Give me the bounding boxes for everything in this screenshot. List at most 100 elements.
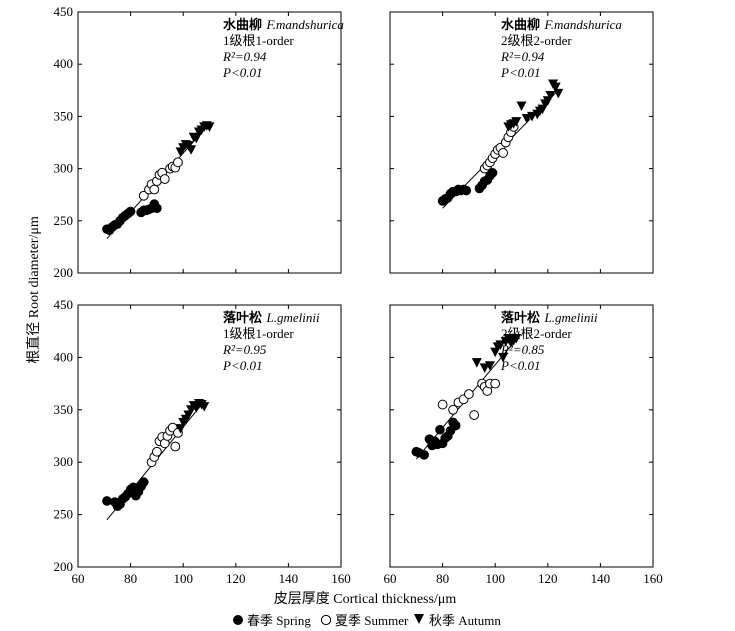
point-autumn [511,334,522,344]
plot-frame [77,11,342,274]
y-tick-label: 250 [54,213,74,228]
species-name-cn: 落叶松 [223,310,267,326]
y-tick-label: 350 [54,108,74,123]
panel-4: 60 80 100 120 140 160 落叶松 L.gmelinii2级根2-order… [384,304,663,586]
panel-r-squared: R²=0.85 [500,342,545,357]
panel-p-value: P<0.01 [500,65,540,80]
point-spring [125,206,136,217]
legend-label-summer: 夏季 Summer [335,613,409,628]
legend-marker-spring [233,615,243,625]
point-summer [159,174,170,184]
panel-species: 水曲柳 F.mandshurica [501,17,622,33]
x-axis-label: 皮层厚度 Cortical thickness/μm [274,591,457,607]
panel-3: 60 80 100 120 140 160 200 250 300 350 400 450 落叶松 L.… [54,297,351,586]
x-tick-label: 80 [124,571,137,586]
species-name-latin: F.mandshurica [266,17,345,32]
y-tick-label: 200 [54,265,74,280]
panel-root-order: 2级根2-order [501,326,572,341]
point-summer [469,410,480,420]
species-name-latin: L.gmelinii [544,310,598,325]
point-autumn [186,145,197,155]
x-tick-label: 60 [384,571,397,586]
species-name-latin: F.mandshurica [544,17,623,32]
y-tick-label: 300 [54,161,74,176]
panel-species: 落叶松 L.gmelinii [501,310,598,326]
point-autumn [199,402,210,412]
y-tick-label: 400 [54,56,74,71]
panel-root-order: 2级根2-order [501,33,572,48]
legend-marker-summer [320,614,332,626]
plot-frame [389,304,654,568]
legend-marker-autumn [414,614,424,624]
x-tick-label: 160 [643,571,663,586]
point-autumn [527,111,538,122]
point-autumn [495,340,506,350]
point-autumn [484,361,495,371]
point-autumn [479,363,490,373]
y-axis-label: 根直径 Root diameter/μm [25,216,42,364]
y-tick-label: 200 [54,559,74,574]
point-spring [487,167,498,178]
panel-p-value: P<0.01 [222,358,262,373]
point-spring [450,420,461,431]
panel-root-order: 1级根1-order [223,326,294,341]
legend-label-spring: 春季 Spring [247,613,311,628]
y-tick-label: 350 [54,402,74,417]
point-summer [170,441,181,452]
species-name-cn: 落叶松 [501,310,545,326]
x-tick-label: 160 [331,571,351,586]
y-tick-label: 300 [54,454,74,469]
panel-species: 落叶松 L.gmelinii [223,310,320,326]
legend-label-autumn: 秋季 Autumn [429,613,501,628]
panel-species: 水曲柳 F.mandshurica [223,17,344,33]
point-summer [490,378,501,389]
species-name-latin: L.gmelinii [266,310,320,325]
species-name-cn: 水曲柳 [501,17,545,33]
point-spring [138,477,149,487]
point-autumn [511,117,522,127]
panel-r-squared: R²=0.95 [222,342,267,357]
legend: 春季 Spring 夏季 Summer 秋季 Autumn [233,613,501,628]
x-tick-label: 120 [226,571,246,586]
point-summer [173,157,183,168]
panel-root-order: 1级根1-order [223,33,294,48]
point-summer [464,389,474,399]
x-tick-label: 60 [72,571,85,586]
panel-r-squared: R²=0.94 [222,49,267,64]
point-spring [152,203,162,214]
y-tick-label: 450 [54,4,74,19]
x-tick-label: 140 [279,571,299,586]
panel-1: 200 250 300 350 400 450 水曲柳 F.mandshurica1级根1-… [54,4,345,280]
y-tick-label: 400 [54,349,74,364]
point-autumn [471,358,482,368]
point-summer [149,184,160,195]
panel-r-squared: R²=0.94 [500,49,545,64]
point-spring [435,424,445,435]
x-tick-label: 100 [485,571,505,586]
plot-frame [389,11,654,274]
panel-p-value: P<0.01 [222,65,262,80]
x-tick-label: 140 [591,571,611,586]
x-tick-label: 100 [173,571,193,586]
x-tick-label: 80 [436,571,449,586]
point-summer [152,446,162,457]
point-autumn [553,88,564,99]
point-autumn [545,91,556,101]
point-summer [437,399,448,410]
point-summer [448,404,459,415]
point-spring [419,450,429,460]
point-autumn [498,352,509,363]
point-autumn [204,122,215,132]
point-autumn [521,113,532,124]
point-spring [461,185,472,196]
species-name-cn: 水曲柳 [223,17,267,33]
point-spring [102,496,112,506]
plot-frame [77,304,342,568]
y-tick-label: 450 [54,297,74,312]
point-summer [498,148,508,158]
point-summer [138,190,149,201]
x-tick-label: 120 [538,571,558,586]
point-autumn [550,82,561,93]
